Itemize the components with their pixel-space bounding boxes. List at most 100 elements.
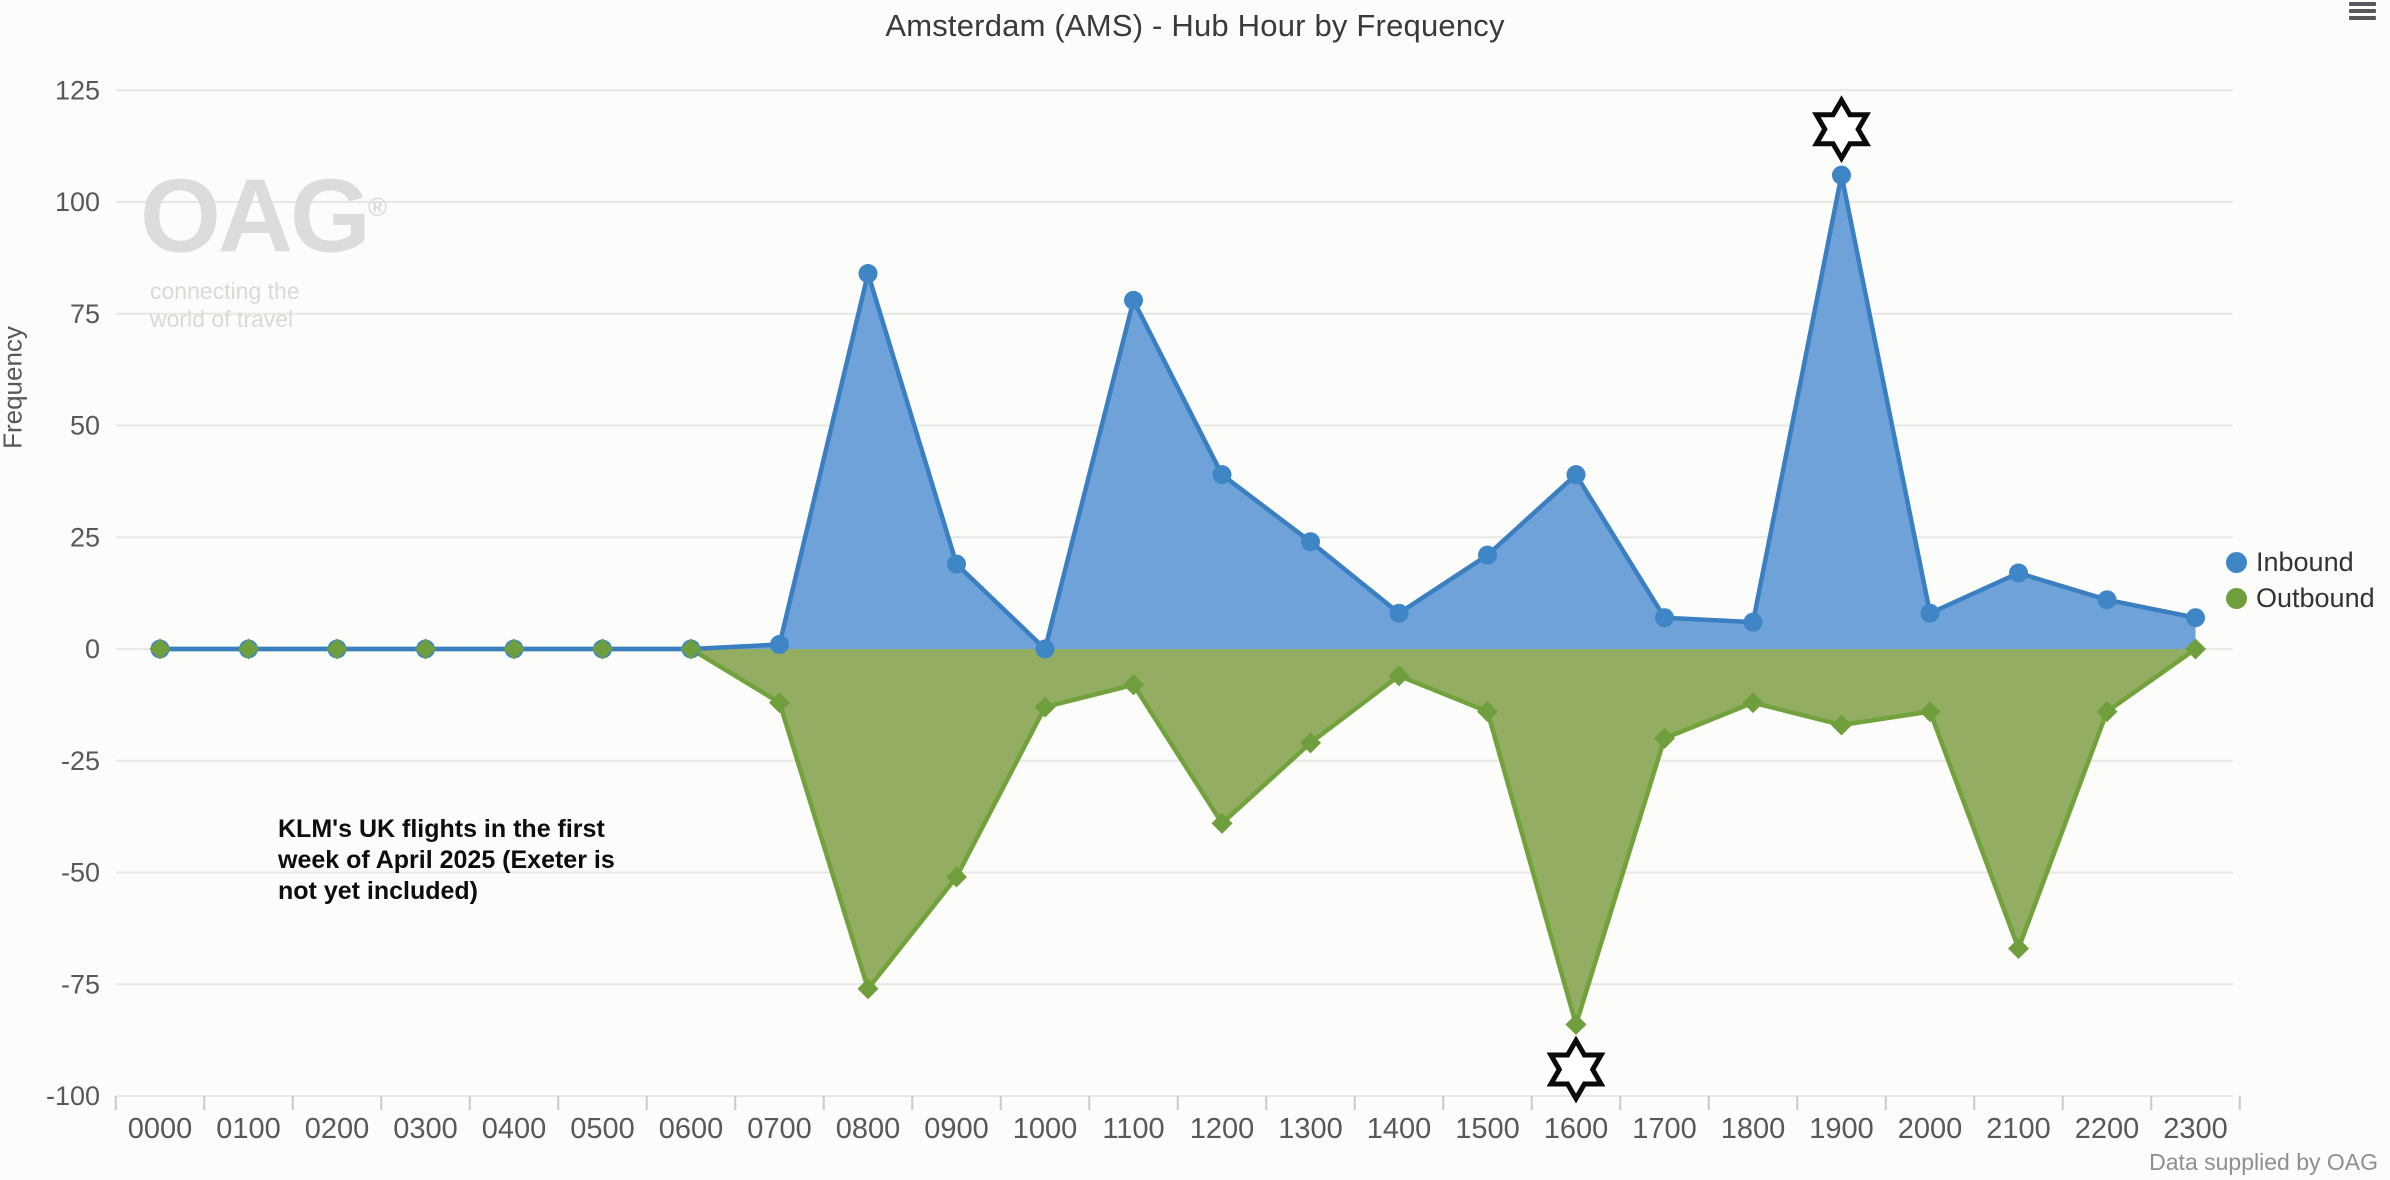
chart-title: Amsterdam (AMS) - Hub Hour by Frequency (885, 8, 1505, 43)
outbound-point-1700[interactable] (1654, 727, 1675, 749)
outbound-point-1600[interactable] (1565, 1013, 1587, 1035)
legend: Inbound Outbound (2226, 544, 2375, 616)
oag-logo: OAG® (140, 158, 387, 275)
x-axis-label-2300: 2300 (2163, 1113, 2228, 1145)
credits-text: Data supplied by OAG (2149, 1149, 2378, 1175)
outbound-point-0300[interactable] (415, 638, 436, 660)
x-axis-label-1600: 1600 (1544, 1113, 1609, 1145)
y-axis-label-75: 75 (70, 299, 100, 329)
y-axis-label-50: 50 (70, 411, 100, 441)
x-axis-label-1000: 1000 (1013, 1113, 1078, 1145)
outbound-point-1800[interactable] (1742, 692, 1764, 714)
legend-marker-icon (2226, 551, 2247, 573)
oag-tagline: connecting the world of travel (150, 277, 300, 332)
x-axis-label-0900: 0900 (924, 1113, 989, 1145)
inbound-point-1800[interactable] (1743, 612, 1763, 632)
outbound-point-2300[interactable] (2185, 638, 2206, 660)
x-axis-label-0100: 0100 (216, 1113, 281, 1145)
x-axis-label-1500: 1500 (1455, 1113, 1520, 1145)
inbound-point-1500[interactable] (1478, 545, 1497, 565)
legend-marker-icon (2226, 587, 2247, 609)
outbound-point-0200[interactable] (326, 638, 348, 660)
oag-watermark: OAG® connecting the world of travel (140, 155, 387, 333)
outbound-point-0500[interactable] (592, 638, 613, 660)
inbound-point-2200[interactable] (2097, 590, 2117, 610)
x-axis-label-0300: 0300 (393, 1113, 458, 1145)
outbound-area (160, 649, 2196, 1025)
outbound-point-0000[interactable] (149, 638, 171, 660)
inbound-point-1900[interactable] (1832, 165, 1851, 185)
outbound-point-0100[interactable] (238, 638, 259, 660)
x-axis-label-2000: 2000 (1898, 1113, 1963, 1145)
x-axis-label-1200: 1200 (1190, 1113, 1255, 1145)
inbound-point-2100[interactable] (2009, 563, 2028, 583)
inbound-point-1700[interactable] (1655, 608, 1674, 628)
star-annotation-1900 (1812, 95, 1871, 164)
outbound-point-1100[interactable] (1123, 674, 1144, 696)
x-axis-label-0500: 0500 (570, 1113, 635, 1145)
inbound-line (160, 172, 2196, 652)
chart-annotation-note: KLM's UK flights in the first week of Ap… (278, 815, 615, 905)
x-axis-label-1400: 1400 (1367, 1113, 1432, 1145)
outbound-point-0400[interactable] (503, 638, 525, 660)
outbound-point-2100[interactable] (2008, 937, 2029, 959)
outbound-point-0600[interactable] (680, 638, 702, 660)
y-axis-label-100: 100 (55, 187, 100, 217)
inbound-point-0900[interactable] (947, 554, 966, 574)
x-axis-label-0700: 0700 (747, 1113, 812, 1145)
inbound-point-0800[interactable] (858, 264, 878, 284)
outbound-point-1200[interactable] (1211, 812, 1233, 834)
outbound-point-0700[interactable] (769, 692, 790, 714)
y-axis-title: Frequency (0, 326, 28, 449)
inbound-point-2000[interactable] (1920, 603, 1940, 623)
x-axis-label-2200: 2200 (2075, 1113, 2140, 1145)
series-layer (149, 165, 2206, 1035)
context-menu-icon[interactable] (2349, 2, 2376, 20)
legend-label: Outbound (2256, 582, 2375, 613)
outbound-point-2200[interactable] (2096, 701, 2118, 723)
outbound-point-2000[interactable] (1919, 701, 1941, 723)
axis-layer: 125 100 75 50 25 0 -25 -50 -75 -100 0000 0100 0200 03… (46, 75, 2241, 1145)
inbound-point-0700[interactable] (770, 635, 789, 655)
x-axis-label-1900: 1900 (1809, 1113, 1874, 1145)
star-annotation-1600 (1546, 1035, 1606, 1104)
y-axis-label--75: -75 (61, 969, 100, 999)
registered-mark: ® (367, 192, 387, 222)
inbound-point-1000[interactable] (1035, 639, 1055, 659)
x-axis-label-0400: 0400 (482, 1113, 547, 1145)
x-axis-label-2100: 2100 (1986, 1113, 2051, 1145)
x-axis-label-1800: 1800 (1721, 1113, 1786, 1145)
inbound-point-2300[interactable] (2186, 608, 2205, 628)
outbound-point-1300[interactable] (1300, 732, 1321, 754)
outbound-point-1400[interactable] (1388, 665, 1410, 687)
y-axis-label--100: -100 (46, 1081, 100, 1111)
outbound-point-0800[interactable] (857, 978, 879, 1000)
y-axis-label--25: -25 (61, 746, 100, 776)
star-annotation-layer (1546, 95, 1871, 1104)
legend-item-outbound[interactable]: Outbound (2226, 580, 2375, 616)
y-axis-label-125: 125 (55, 75, 100, 105)
y-axis-label-25: 25 (70, 522, 100, 552)
inbound-point-1400[interactable] (1389, 603, 1409, 623)
x-axis-label-1700: 1700 (1632, 1113, 1697, 1145)
x-axis-label-0200: 0200 (305, 1113, 370, 1145)
inbound-point-1300[interactable] (1301, 532, 1320, 552)
legend-label: Inbound (2256, 546, 2354, 577)
outbound-point-1900[interactable] (1831, 714, 1852, 736)
inbound-area (160, 175, 2196, 649)
outbound-point-0900[interactable] (946, 866, 967, 888)
inbound-point-1200[interactable] (1212, 465, 1232, 485)
x-axis-label-0000: 0000 (128, 1113, 193, 1145)
x-axis-label-0600: 0600 (659, 1113, 724, 1145)
x-axis-label-1300: 1300 (1278, 1113, 1343, 1145)
x-axis-label-0800: 0800 (836, 1113, 901, 1145)
inbound-point-1100[interactable] (1124, 290, 1143, 310)
x-axis-label-1100: 1100 (1102, 1113, 1164, 1145)
y-axis-label--50: -50 (61, 858, 100, 888)
legend-item-inbound[interactable]: Inbound (2226, 544, 2375, 580)
outbound-point-1000[interactable] (1034, 696, 1056, 718)
outbound-point-1500[interactable] (1477, 701, 1498, 723)
inbound-point-1600[interactable] (1566, 465, 1586, 485)
